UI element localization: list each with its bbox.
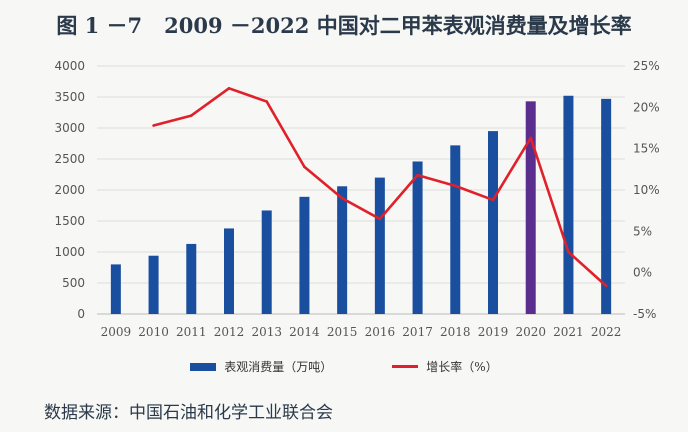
growth-point-2014: [303, 165, 306, 169]
growth-point-2022: [604, 284, 608, 288]
y-right-tick-label: 15%: [633, 142, 660, 156]
figure-number: 图 1 －7: [56, 13, 143, 38]
growth-point-2017: [416, 173, 419, 177]
y-left-tick-label: 3500: [54, 90, 85, 104]
x-tick-label: 2013: [251, 325, 282, 339]
y-left-tick-label: 1000: [54, 245, 85, 259]
data-source: 数据来源：中国石油和化学工业联合会: [44, 403, 333, 423]
bar-2021: [563, 95, 574, 314]
bar-2018: [450, 145, 461, 314]
y-left-tick-label: 500: [62, 276, 85, 290]
x-tick-label: 2022: [591, 325, 622, 339]
chart-legend: 表观消费量（万吨） 增长率（%）: [0, 358, 688, 375]
x-tick-label: 2021: [553, 325, 584, 339]
y-right-tick-label: 10%: [633, 183, 660, 197]
bar-2011: [186, 243, 197, 314]
y-right-tick-label: 20%: [633, 100, 660, 114]
x-tick-label: 2018: [440, 325, 471, 339]
growth-point-2020: [529, 136, 533, 140]
growth-point-2018: [453, 184, 457, 188]
bar-2022: [601, 98, 612, 314]
legend-item-bars: 表观消费量（万吨）: [190, 358, 332, 375]
y-left-tick-label: 3000: [54, 121, 85, 135]
growth-point-2021: [567, 250, 570, 254]
growth-point-2013: [265, 100, 269, 103]
bar-2010: [148, 255, 159, 314]
bar-2017: [412, 161, 423, 314]
y-right-tick-label: 0%: [633, 266, 652, 280]
growth-point-2016: [378, 217, 382, 221]
x-tick-label: 2010: [138, 325, 169, 339]
bar-2016: [374, 177, 385, 314]
x-tick-label: 2020: [515, 325, 546, 339]
legend-label-bars: 表观消费量（万吨）: [224, 360, 333, 374]
legend-item-line: 增长率（%）: [392, 358, 498, 375]
growth-point-2012: [227, 87, 231, 90]
y-left-tick-label: 2000: [54, 183, 85, 197]
growth-point-2010: [152, 124, 155, 127]
bar-2009: [110, 264, 121, 314]
bar-2019: [488, 131, 498, 314]
y-right-tick-label: 5%: [633, 224, 652, 238]
x-tick-label: 2011: [176, 325, 207, 339]
y-left-tick-label: 1500: [54, 214, 85, 228]
bar-2020: [525, 101, 536, 314]
y-right-tick-label: 25%: [633, 59, 660, 73]
bar-2012: [224, 228, 234, 314]
chart-title: 图 1 －7 2009 －2022 中国对二甲苯表观消费量及增长率: [0, 10, 688, 40]
y-right-tick-label: -5%: [633, 307, 656, 321]
y-left-tick-label: 4000: [54, 59, 85, 73]
growth-point-2011: [189, 114, 193, 117]
x-tick-label: 2019: [478, 325, 509, 339]
growth-point-2019: [491, 198, 495, 202]
x-tick-label: 2015: [327, 325, 358, 339]
x-tick-label: 2017: [402, 325, 433, 339]
figure-title: 2009 －2022 中国对二甲苯表观消费量及增长率: [164, 13, 632, 38]
y-left-tick-label: 0: [77, 307, 85, 321]
bar-2014: [299, 196, 310, 314]
x-tick-label: 2012: [214, 325, 245, 339]
x-tick-label: 2016: [365, 325, 396, 339]
bar-2015: [337, 186, 348, 314]
legend-swatch-line: [392, 365, 419, 368]
y-left-tick-label: 2500: [54, 152, 85, 166]
bar-2013: [261, 210, 272, 314]
x-tick-label: 2009: [101, 325, 132, 339]
x-tick-label: 2014: [289, 325, 320, 339]
legend-swatch-bar: [190, 362, 217, 371]
growth-point-2015: [340, 196, 344, 200]
legend-label-line: 增长率（%）: [426, 360, 498, 374]
